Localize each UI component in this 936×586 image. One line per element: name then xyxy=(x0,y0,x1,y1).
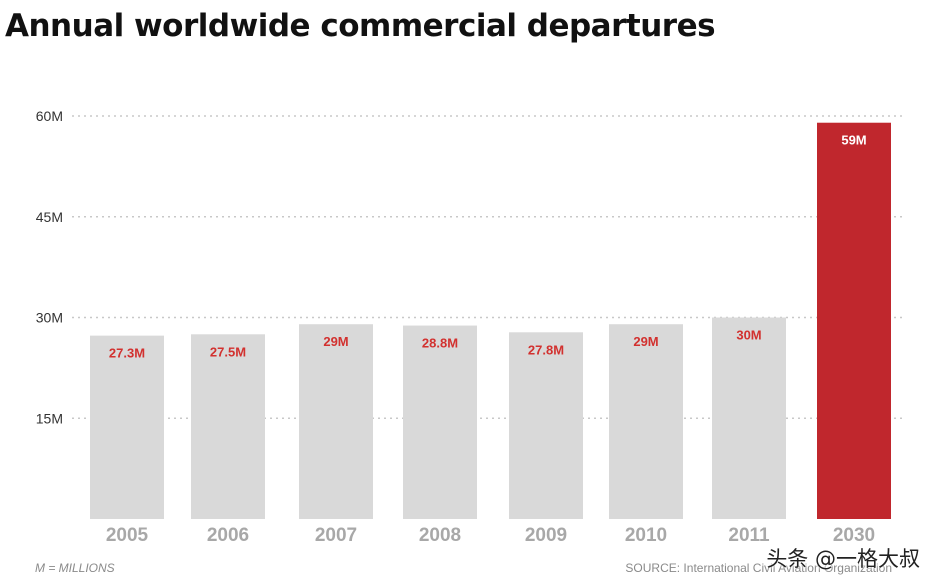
bar-2010 xyxy=(609,324,683,519)
y-axis-ticks: 15M 30M 45M 60M xyxy=(36,108,63,426)
y-tick-label: 60M xyxy=(36,108,63,124)
data-label-2009: 27.8M xyxy=(528,342,564,357)
data-label-2008: 28.8M xyxy=(422,336,458,351)
data-label-2005: 27.3M xyxy=(109,346,145,361)
data-label-2010: 29M xyxy=(633,334,658,349)
x-tick-label-2009: 2009 xyxy=(525,525,567,546)
data-label-2007: 29M xyxy=(323,334,348,349)
x-tick-label-2007: 2007 xyxy=(315,525,357,546)
x-tick-label-2006: 2006 xyxy=(207,525,249,546)
data-labels: 27.3M 27.5M 29M 28.8M 27.8M 29M 30M 59M xyxy=(109,133,867,361)
units-footnote: M = MILLIONS xyxy=(35,561,115,575)
y-tick-label: 45M xyxy=(36,209,63,225)
x-tick-label-2011: 2011 xyxy=(728,525,770,546)
bar-2030 xyxy=(817,122,891,519)
bar-2007 xyxy=(299,324,373,519)
chart-title: Annual worldwide commercial departures xyxy=(5,8,716,44)
bar-2006 xyxy=(191,334,265,519)
y-tick-label: 15M xyxy=(36,410,63,426)
x-axis-ticks: 2005 2006 2007 2008 2009 2010 2011 2030 xyxy=(106,525,875,546)
watermark: 头条 @一格大叔 xyxy=(766,547,920,571)
x-tick-label-2010: 2010 xyxy=(625,525,667,546)
data-label-2011: 30M xyxy=(736,328,761,343)
bar-2008 xyxy=(403,325,477,519)
x-tick-label-2005: 2005 xyxy=(106,525,149,546)
y-tick-label: 30M xyxy=(36,310,63,326)
x-tick-label-2030: 2030 xyxy=(833,525,875,546)
data-label-2030: 59M xyxy=(841,133,866,148)
bar-2005 xyxy=(90,335,164,519)
bars xyxy=(90,122,891,519)
source-note: SOURCE: International Civil Aviation Org… xyxy=(625,561,892,575)
x-tick-label-2008: 2008 xyxy=(419,525,461,546)
bar-2011 xyxy=(712,317,786,519)
data-label-2006: 27.5M xyxy=(210,344,246,359)
bar-2009 xyxy=(509,332,583,519)
